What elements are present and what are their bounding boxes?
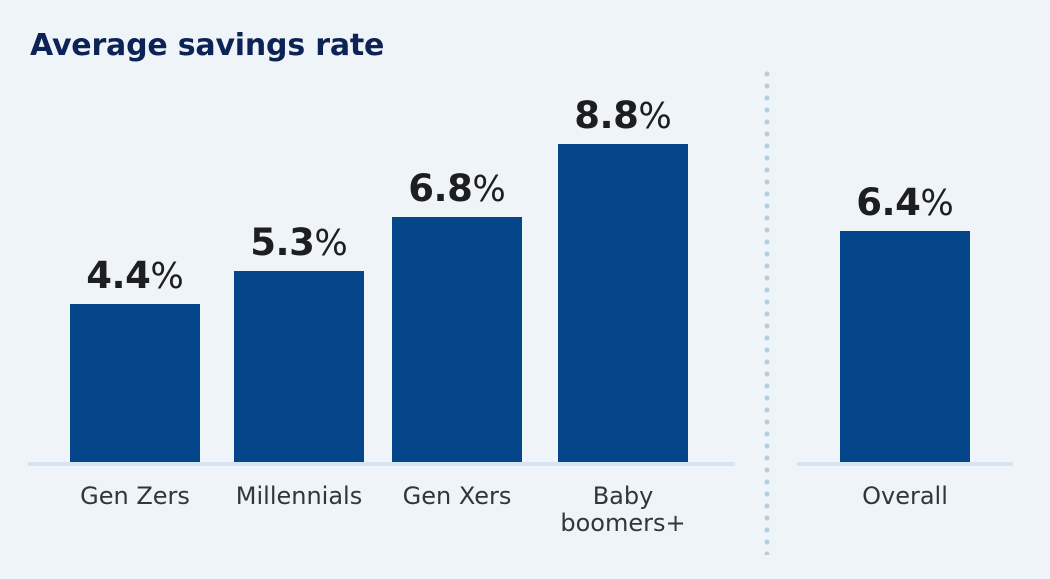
category-label-gen-xers: Gen Xers	[402, 482, 512, 510]
category-label-overall: Overall	[862, 482, 948, 510]
category-label-millennials: Millennials	[235, 482, 363, 510]
bar-gen-xers	[392, 217, 522, 463]
value-label-overall: 6.4%	[840, 182, 970, 225]
value-number: 8.8	[574, 94, 639, 138]
bar-overall	[840, 231, 970, 463]
value-number: 6.8	[408, 167, 473, 211]
category-label-baby-boomers: Baby boomers+	[560, 482, 686, 537]
percent-sign: %	[638, 96, 672, 138]
value-label-gen-xers: 6.8%	[392, 168, 522, 211]
value-label-gen-zers: 4.4%	[70, 255, 200, 298]
chart-title: Average savings rate	[30, 28, 385, 63]
bar-millennials	[234, 271, 364, 463]
percent-sign: %	[150, 256, 184, 298]
value-label-baby-boomers: 8.8%	[558, 95, 688, 138]
value-number: 6.4	[856, 181, 921, 225]
right-axis-line	[797, 462, 1013, 466]
bar-gen-zers	[70, 304, 200, 463]
value-label-millennials: 5.3%	[234, 222, 364, 265]
percent-sign: %	[472, 169, 506, 211]
category-label-gen-zers: Gen Zers	[80, 482, 190, 510]
percent-sign: %	[314, 223, 348, 265]
left-axis-line	[28, 462, 735, 466]
value-number: 4.4	[86, 254, 151, 298]
dotted-divider-line	[764, 68, 770, 555]
value-number: 5.3	[250, 221, 315, 265]
bar-baby-boomers	[558, 144, 688, 463]
percent-sign: %	[920, 183, 954, 225]
